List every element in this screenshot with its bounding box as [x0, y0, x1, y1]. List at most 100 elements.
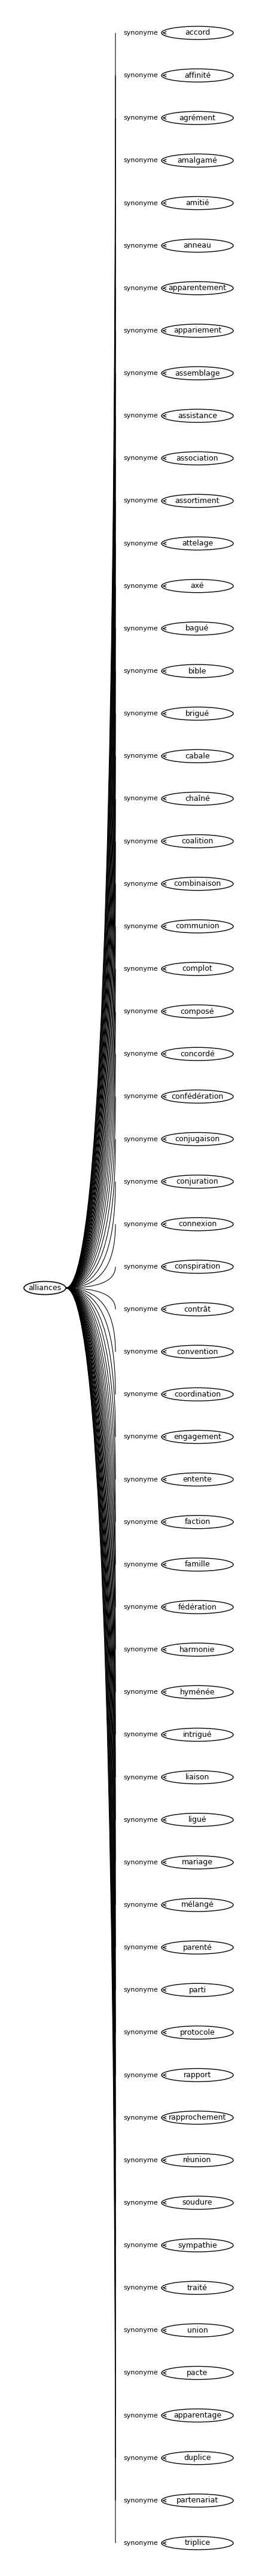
- Text: synonyme: synonyme: [123, 1860, 157, 1865]
- Text: synonyme: synonyme: [123, 2115, 157, 2120]
- Text: synonyme: synonyme: [123, 2414, 157, 2419]
- Text: synonyme: synonyme: [123, 201, 157, 206]
- Text: communion: communion: [175, 922, 219, 930]
- Text: liaison: liaison: [185, 1772, 209, 1780]
- Text: convention: convention: [176, 1347, 218, 1355]
- Text: synonyme: synonyme: [123, 1901, 157, 1909]
- Text: synonyme: synonyme: [123, 2540, 157, 2545]
- Text: parenté: parenté: [182, 1942, 211, 1953]
- Text: synonyme: synonyme: [123, 881, 157, 886]
- Text: synonyme: synonyme: [123, 1051, 157, 1056]
- Text: synonyme: synonyme: [123, 456, 157, 461]
- Text: synonyme: synonyme: [123, 1731, 157, 1739]
- Text: synonyme: synonyme: [123, 2030, 157, 2035]
- Text: synonyme: synonyme: [123, 1520, 157, 1525]
- Text: entente: entente: [182, 1476, 211, 1484]
- Text: synonyme: synonyme: [123, 116, 157, 121]
- Text: synonyme: synonyme: [123, 711, 157, 716]
- Text: synonyme: synonyme: [123, 796, 157, 801]
- Text: soudure: soudure: [182, 2200, 212, 2208]
- Text: synonyme: synonyme: [123, 327, 157, 335]
- Text: connexion: connexion: [178, 1221, 216, 1229]
- Text: conspiration: conspiration: [174, 1262, 220, 1270]
- Text: synonyme: synonyme: [123, 966, 157, 971]
- Text: hyménée: hyménée: [179, 1687, 214, 1695]
- Text: attelage: attelage: [181, 538, 212, 546]
- Text: confédération: confédération: [171, 1092, 223, 1100]
- Text: triplice: triplice: [184, 2540, 210, 2548]
- Text: complot: complot: [182, 966, 212, 974]
- Text: faction: faction: [184, 1517, 210, 1525]
- Text: synonyme: synonyme: [123, 1690, 157, 1695]
- Text: concordé: concordé: [180, 1051, 214, 1059]
- Text: synonyme: synonyme: [123, 497, 157, 505]
- Text: composé: composé: [180, 1007, 214, 1015]
- Text: alliances: alliances: [28, 1283, 61, 1293]
- Text: harmonie: harmonie: [179, 1646, 215, 1654]
- Text: synonyme: synonyme: [123, 31, 157, 36]
- Text: synonyme: synonyme: [123, 2455, 157, 2460]
- Text: synonyme: synonyme: [123, 371, 157, 376]
- Text: synonyme: synonyme: [123, 1095, 157, 1100]
- Text: bible: bible: [188, 667, 206, 675]
- Text: parti: parti: [188, 1986, 206, 1994]
- Text: accord: accord: [184, 28, 210, 36]
- Text: synonyme: synonyme: [123, 2156, 157, 2164]
- Text: pacte: pacte: [187, 2370, 208, 2378]
- Text: synonyme: synonyme: [123, 2241, 157, 2249]
- Text: rapprochement: rapprochement: [168, 2115, 226, 2123]
- Text: conjugaison: conjugaison: [174, 1136, 219, 1144]
- Text: engagement: engagement: [173, 1432, 221, 1440]
- Text: synonyme: synonyme: [123, 286, 157, 291]
- Text: cabale: cabale: [184, 752, 209, 760]
- Text: synonyme: synonyme: [123, 1435, 157, 1440]
- Text: synonyme: synonyme: [123, 1561, 157, 1569]
- Text: synonyme: synonyme: [123, 1605, 157, 1610]
- Text: contrât: contrât: [183, 1306, 210, 1314]
- Text: amitié: amitié: [185, 198, 209, 206]
- Text: synonyme: synonyme: [123, 2200, 157, 2205]
- Text: assistance: assistance: [177, 412, 217, 420]
- Text: mariage: mariage: [181, 1857, 212, 1865]
- Text: synonyme: synonyme: [123, 1816, 157, 1824]
- Text: synonyme: synonyme: [123, 1306, 157, 1311]
- Text: synonyme: synonyme: [123, 1350, 157, 1355]
- Text: assemblage: assemblage: [174, 368, 220, 376]
- Text: intrigué: intrigué: [182, 1731, 211, 1739]
- Text: synonyme: synonyme: [123, 242, 157, 250]
- Text: synonyme: synonyme: [123, 2499, 157, 2504]
- Text: duplice: duplice: [183, 2455, 211, 2463]
- Text: synonyme: synonyme: [123, 412, 157, 420]
- Text: fédération: fédération: [178, 1602, 216, 1610]
- Text: synonyme: synonyme: [123, 1476, 157, 1481]
- Text: partenariat: partenariat: [176, 2496, 218, 2504]
- Text: union: union: [187, 2326, 207, 2334]
- Text: sympathie: sympathie: [177, 2241, 216, 2249]
- Text: synonyme: synonyme: [123, 1007, 157, 1015]
- Text: affinité: affinité: [184, 72, 210, 80]
- Text: synonyme: synonyme: [123, 752, 157, 760]
- Text: synonyme: synonyme: [123, 541, 157, 546]
- Text: synonyme: synonyme: [123, 1221, 157, 1226]
- Text: synonyme: synonyme: [123, 1265, 157, 1270]
- Text: synonyme: synonyme: [123, 157, 157, 162]
- Text: association: association: [176, 453, 218, 461]
- Text: synonyme: synonyme: [123, 1646, 157, 1654]
- Text: mélangé: mélangé: [181, 1901, 213, 1909]
- Text: coordination: coordination: [174, 1391, 220, 1399]
- Text: réunion: réunion: [183, 2156, 211, 2164]
- Text: synonyme: synonyme: [123, 626, 157, 631]
- Text: synonyme: synonyme: [123, 1945, 157, 1950]
- Text: coalition: coalition: [181, 837, 213, 845]
- Text: synonyme: synonyme: [123, 1136, 157, 1141]
- Text: apparentage: apparentage: [173, 2411, 221, 2419]
- Text: agrément: agrément: [179, 113, 215, 121]
- Text: rapport: rapport: [183, 2071, 211, 2079]
- Text: synonyme: synonyme: [123, 582, 157, 590]
- Text: synonyme: synonyme: [123, 1775, 157, 1780]
- Text: anneau: anneau: [183, 242, 211, 250]
- Text: synonyme: synonyme: [123, 1986, 157, 1994]
- Text: combinaison: combinaison: [173, 881, 221, 889]
- Text: amalgamé: amalgamé: [177, 157, 217, 165]
- Text: synonyme: synonyme: [123, 2326, 157, 2334]
